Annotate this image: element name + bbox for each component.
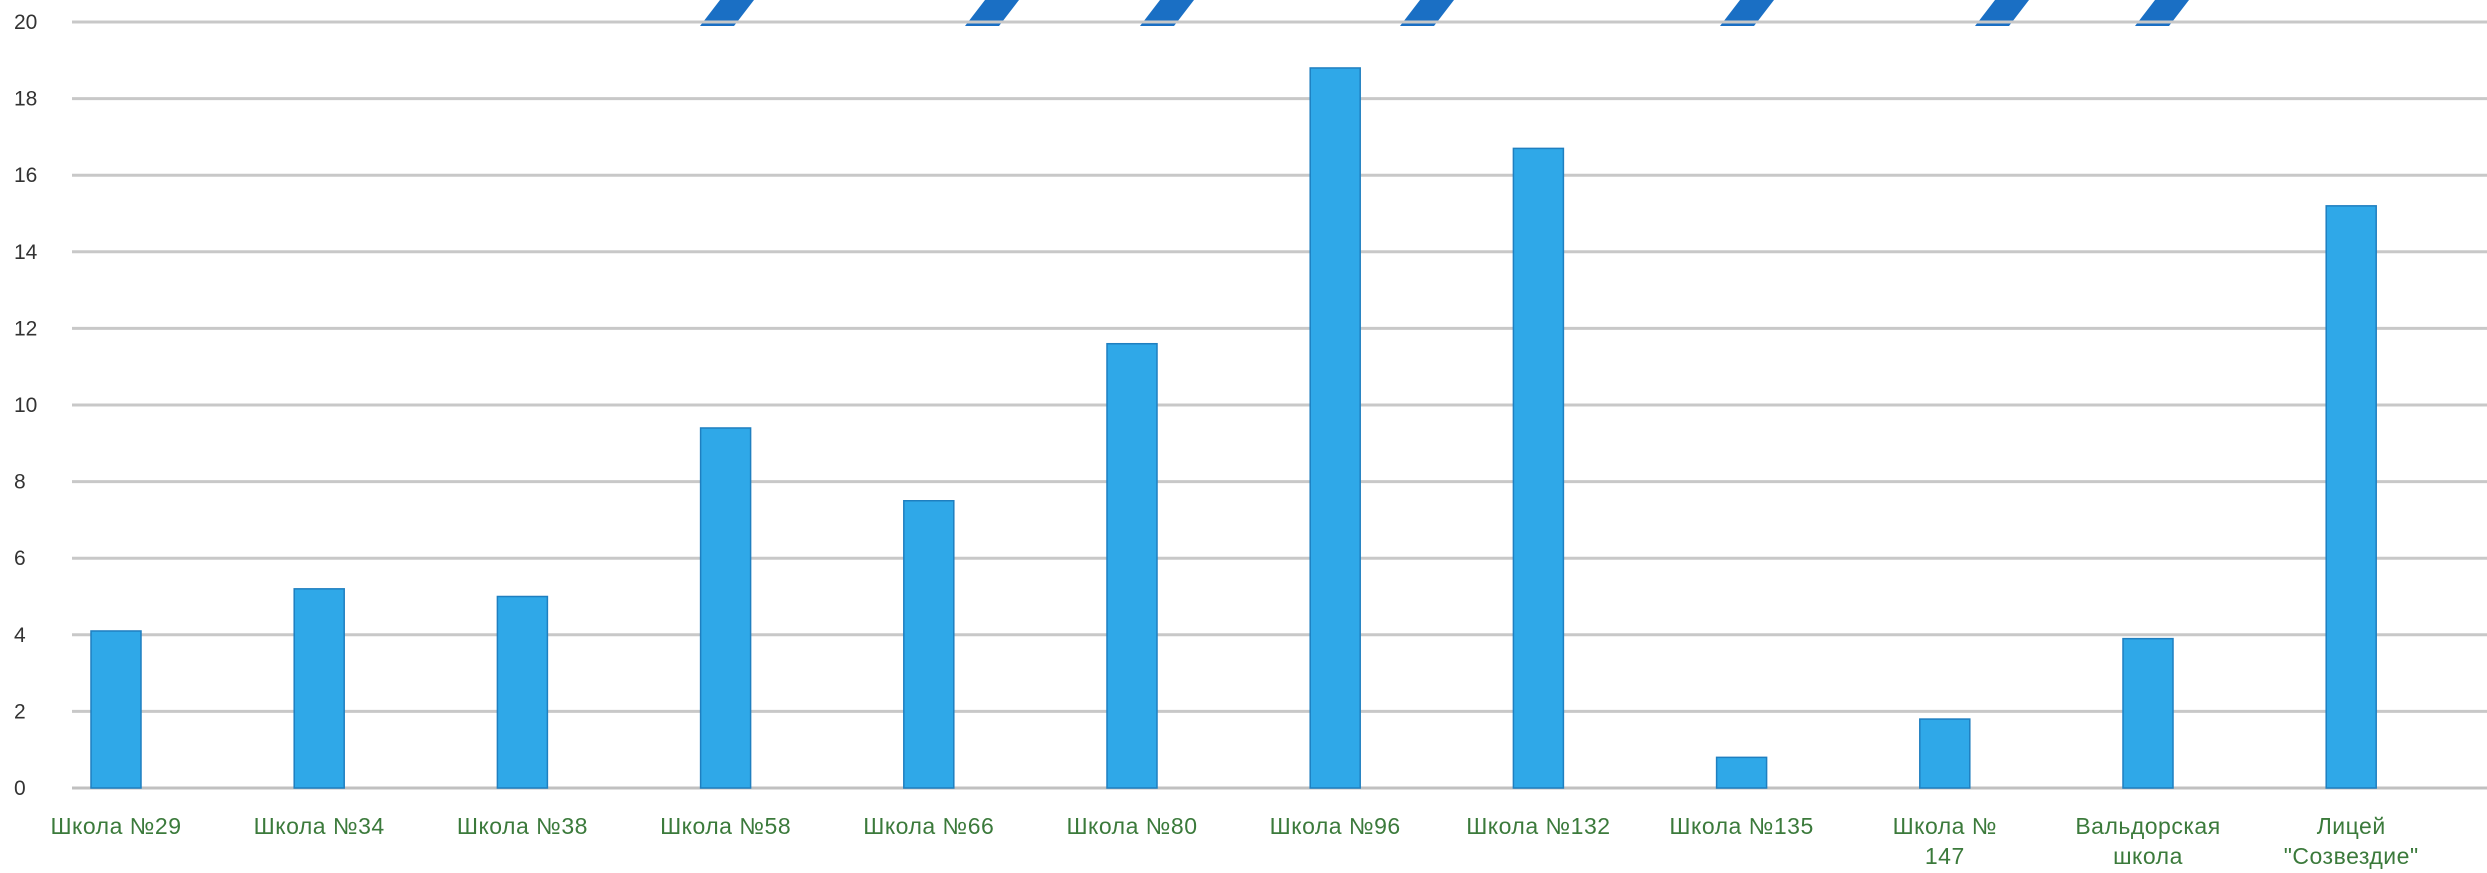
bar-3 — [699, 427, 752, 789]
y-tick-label: 0 — [14, 777, 26, 800]
y-tick-label: 4 — [14, 624, 26, 647]
y-tick-label: 6 — [14, 547, 26, 570]
title-fragment-3 — [1400, 0, 1454, 26]
x-category-label: Школа №58 — [660, 813, 791, 839]
title-fragment-5 — [1975, 0, 2029, 26]
x-category-label: Вальдорская школа — [2075, 813, 2220, 869]
y-tick-label: 16 — [14, 164, 37, 187]
y-tick-label: 14 — [14, 241, 38, 264]
bar-5 — [1106, 342, 1158, 789]
title-fragment-6 — [2135, 0, 2189, 26]
y-axis-tick-labels: 0 2 4 6 8 10 12 14 16 18 20 — [14, 11, 38, 800]
x-category-label: Школа №96 — [1270, 813, 1401, 839]
title-fragment-2 — [1140, 0, 1194, 26]
bar-6 — [1309, 67, 1361, 789]
bar-7 — [1512, 147, 1565, 789]
y-tick-label: 2 — [14, 700, 26, 723]
title-fragment-4 — [1720, 0, 1774, 26]
bar-4 — [903, 500, 955, 789]
x-category-label: Школа №38 — [457, 813, 588, 839]
bar-9 — [1919, 718, 1971, 789]
x-category-label: Школа №66 — [863, 813, 994, 839]
title-fragment-1 — [965, 0, 1019, 26]
y-tick-label: 8 — [14, 471, 26, 494]
y-tick-label: 12 — [14, 317, 37, 340]
x-category-label: Школа №29 — [50, 813, 181, 839]
bar-1 — [293, 588, 345, 789]
bar-2 — [496, 595, 549, 789]
y-tick-label: 20 — [14, 11, 37, 34]
cropped-title-fragments — [700, 0, 2189, 26]
x-category-label: Школа № 147 — [1893, 813, 1997, 869]
x-axis-category-labels: Школа №29 Школа №34 Школа №38 Школа №58 Школ… — [50, 813, 2418, 869]
y-tick-label: 10 — [14, 394, 37, 417]
bar-8 — [1715, 756, 1768, 789]
x-category-label: Школа №80 — [1066, 813, 1197, 839]
x-category-label: Школа №132 — [1466, 813, 1610, 839]
x-category-label: Школа №34 — [254, 813, 385, 839]
bar-10 — [2122, 637, 2174, 789]
y-tick-label: 18 — [14, 88, 37, 111]
bars — [90, 67, 2377, 789]
gridlines — [72, 20, 2487, 790]
x-category-label: Школа №135 — [1669, 813, 1813, 839]
title-fragment-0 — [700, 0, 754, 26]
bar-11 — [2325, 205, 2377, 789]
x-category-label: Лицей "Созвездие" — [2284, 813, 2419, 869]
bar-0 — [90, 630, 142, 789]
